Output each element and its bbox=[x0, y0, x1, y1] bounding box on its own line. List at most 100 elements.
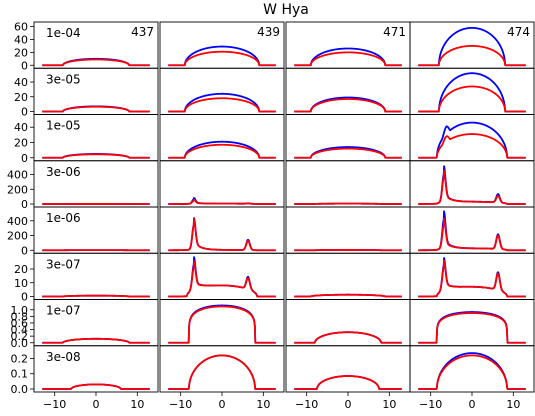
x-tick-label: 0 bbox=[219, 398, 226, 411]
series-line-red bbox=[167, 305, 277, 344]
series-line-blue bbox=[167, 304, 277, 344]
panel-frame bbox=[285, 299, 411, 347]
x-tick-label: 10 bbox=[506, 398, 520, 411]
panel-r7-c3 bbox=[409, 345, 535, 393]
y-tick-label: 20 bbox=[14, 91, 28, 104]
panel-r1-c1 bbox=[159, 67, 285, 115]
series-line-red bbox=[167, 260, 277, 298]
x-tick-label: 10 bbox=[130, 398, 144, 411]
panel-r3-c2 bbox=[285, 160, 411, 208]
panel-r2-c3 bbox=[409, 114, 535, 162]
panel-r6-c0 bbox=[33, 299, 159, 347]
row-label: 1e-06 bbox=[46, 211, 81, 225]
panel-frame bbox=[285, 160, 411, 208]
y-tick-label: 400 bbox=[7, 215, 28, 228]
column-label: 437 bbox=[131, 25, 154, 39]
y-tick-label: 0 bbox=[21, 59, 28, 72]
row-label: 3e-06 bbox=[46, 165, 81, 179]
panel-r1-c2 bbox=[285, 67, 411, 115]
panel-r5-c2 bbox=[285, 252, 411, 300]
chart-title: W Hya bbox=[263, 2, 309, 18]
panel-frame bbox=[409, 299, 535, 347]
y-tick-label: 0 bbox=[21, 152, 28, 165]
series-line-blue bbox=[167, 256, 277, 298]
panel-r4-c1 bbox=[159, 206, 285, 254]
series-line-red bbox=[167, 143, 277, 159]
y-tick-label: 0 bbox=[21, 244, 28, 257]
y-tick-label: 0 bbox=[21, 198, 28, 211]
series-line-blue bbox=[167, 354, 277, 390]
panel-frame bbox=[409, 67, 535, 115]
y-tick-label: 0.6 bbox=[11, 317, 29, 330]
panel-r7-c1 bbox=[159, 345, 285, 393]
panel-frame bbox=[159, 345, 285, 393]
series-line-red bbox=[41, 383, 151, 390]
series-line-blue bbox=[417, 311, 527, 344]
series-line-red bbox=[41, 153, 151, 159]
series-line-blue bbox=[417, 72, 527, 113]
y-tick-label: 20 bbox=[14, 263, 28, 276]
row-label: 1e-07 bbox=[46, 304, 81, 318]
series-line-red bbox=[417, 354, 527, 390]
x-tick-label: 0 bbox=[345, 398, 352, 411]
series-line-red bbox=[417, 312, 527, 344]
series-line-red bbox=[167, 354, 277, 390]
y-tick-label: 0.1 bbox=[11, 368, 29, 381]
panel-r2-c1 bbox=[159, 114, 285, 162]
series-line-blue bbox=[417, 121, 527, 159]
x-tick-label: −10 bbox=[169, 398, 192, 411]
x-tick-label: 0 bbox=[93, 398, 100, 411]
x-tick-label: 10 bbox=[256, 398, 270, 411]
series-line-red bbox=[293, 293, 403, 298]
y-tick-label: 200 bbox=[7, 230, 28, 243]
y-tick-label: 0 bbox=[21, 291, 28, 304]
panel-r0-c0 bbox=[33, 21, 159, 69]
series-line-red bbox=[293, 375, 403, 390]
panel-r0-c1 bbox=[159, 21, 285, 69]
series-line-red bbox=[41, 294, 151, 298]
panel-frame bbox=[285, 345, 411, 393]
y-tick-label: 0.2 bbox=[11, 352, 29, 365]
series-line-blue bbox=[293, 331, 403, 344]
y-tick-label: 0.4 bbox=[11, 324, 29, 337]
series-line-blue bbox=[167, 217, 277, 252]
y-tick-label: 40 bbox=[14, 76, 28, 89]
x-tick-label: −10 bbox=[295, 398, 318, 411]
series-line-red bbox=[167, 50, 277, 67]
series-line-red bbox=[293, 331, 403, 344]
panel-frame bbox=[159, 206, 285, 254]
x-tick-label: −10 bbox=[43, 398, 66, 411]
panel-frame bbox=[159, 160, 285, 208]
panel-r3-c1 bbox=[159, 160, 285, 208]
panel-frame bbox=[159, 252, 285, 300]
panel-r0-c3 bbox=[409, 21, 535, 69]
panel-r5-c1 bbox=[159, 252, 285, 300]
y-tick-label: 400 bbox=[7, 169, 28, 182]
panel-r7-c2 bbox=[285, 345, 411, 393]
x-tick-label: −10 bbox=[419, 398, 442, 411]
series-line-red bbox=[41, 337, 151, 344]
series-line-red bbox=[417, 45, 527, 67]
series-line-blue bbox=[417, 352, 527, 390]
y-tick-label: 0.0 bbox=[11, 337, 29, 350]
series-line-red bbox=[417, 133, 527, 159]
series-line-red bbox=[417, 85, 527, 113]
panel-r6-c1 bbox=[159, 299, 285, 347]
y-tick-label: 0.8 bbox=[11, 310, 29, 323]
panel-r2-c2 bbox=[285, 114, 411, 162]
series-line-red bbox=[167, 198, 277, 205]
y-tick-label: 0 bbox=[21, 106, 28, 119]
series-line-red bbox=[293, 98, 403, 113]
series-line-red bbox=[41, 58, 151, 67]
series-line-blue bbox=[167, 45, 277, 67]
series-line-red bbox=[417, 169, 527, 205]
series-line-red bbox=[293, 147, 403, 159]
series-line-blue bbox=[293, 375, 403, 390]
series-line-red bbox=[293, 51, 403, 67]
panel-r4-c3 bbox=[409, 206, 535, 254]
series-line-blue bbox=[167, 92, 277, 113]
y-tick-label: 60 bbox=[14, 21, 28, 34]
series-line-red bbox=[167, 217, 277, 252]
